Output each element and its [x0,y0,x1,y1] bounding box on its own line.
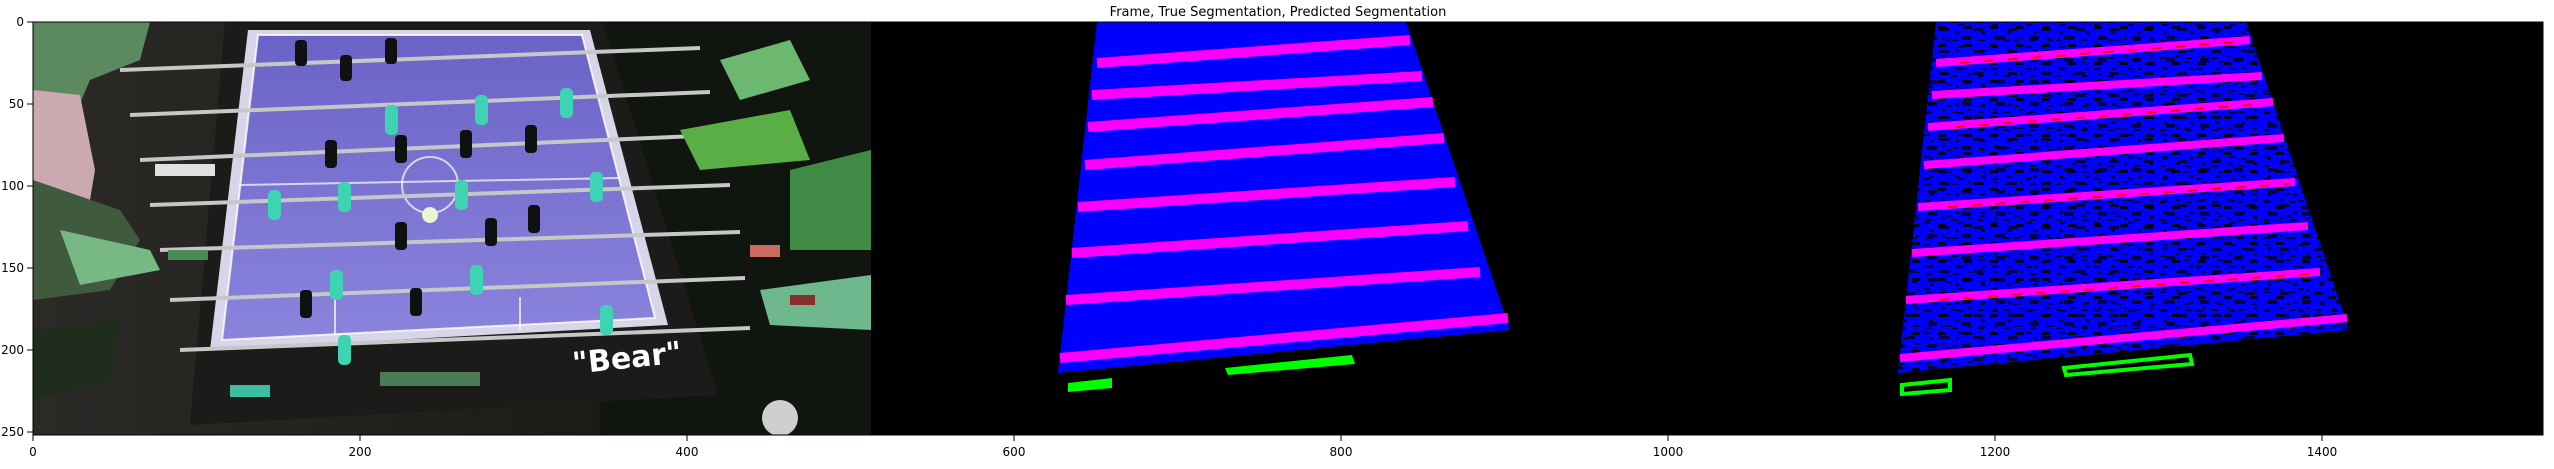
y-tick-label: 150 [1,261,24,275]
x-tick-label: 400 [676,445,699,459]
true-segmentation-panel [1058,22,1510,392]
y-axis: 0 50 100 150 200 250 [1,15,33,439]
x-tick-label: 800 [1330,445,1353,459]
x-tick-label: 200 [349,445,372,459]
ball [422,207,438,223]
teal-players [268,88,613,365]
x-tick-label: 0 [29,445,37,459]
x-axis: 0 200 400 600 800 1000 1200 1400 [29,435,2337,459]
axes-frame [32,21,2544,436]
true-player-masks [1068,355,1355,392]
y-tick-label: 100 [1,179,24,193]
predicted-error-pixels [1939,41,2311,301]
y-tick-label: 200 [1,343,24,357]
x-tick-label: 1400 [2307,445,2338,459]
frame-rods [119,46,751,352]
x-tick-label: 1200 [1980,445,2011,459]
figure-title: Frame, True Segmentation, Predicted Segm… [1110,5,1447,20]
frame-panel: "Bear" [33,22,871,436]
predicted-player-masks [1900,352,2195,397]
y-tick-label: 250 [1,425,24,439]
y-tick-label: 0 [16,15,24,29]
predicted-segmentation-panel [1898,22,2349,397]
predicted-rod-masks [1899,36,2348,362]
x-tick-label: 1000 [1653,445,1684,459]
true-rod-masks [1059,35,1509,363]
foosball-felt [222,35,655,340]
x-tick-label: 600 [1003,445,1026,459]
image-area: "Bear" [32,21,2544,436]
dark-players [295,38,540,318]
y-tick-label: 50 [9,97,24,111]
